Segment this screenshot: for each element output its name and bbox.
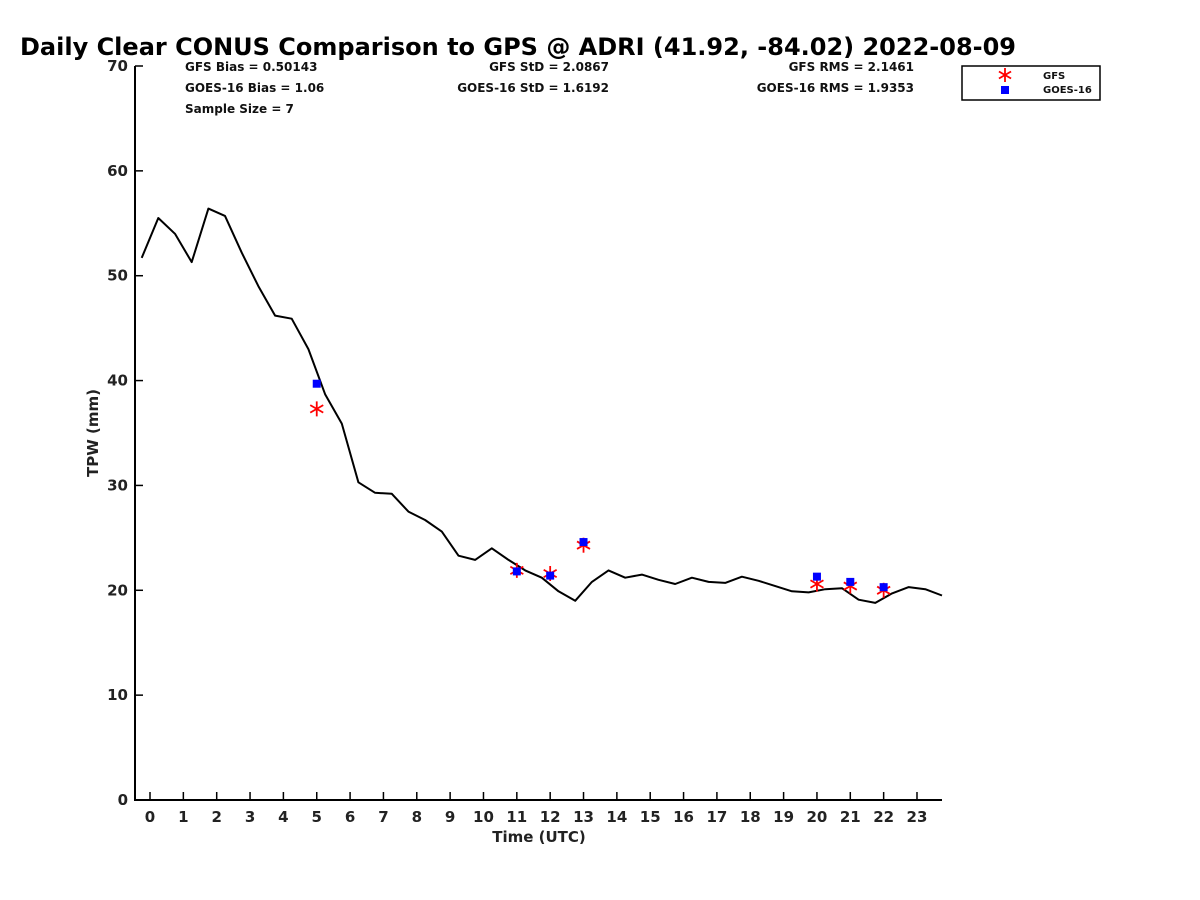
y-tick-label: 70 xyxy=(107,57,128,75)
x-tick-label: 6 xyxy=(345,808,355,826)
x-tick-label: 10 xyxy=(473,808,494,826)
y-tick-label: 60 xyxy=(107,162,128,180)
gfs-point-stroke xyxy=(309,404,324,414)
x-tick-label: 21 xyxy=(840,808,861,826)
goes-16-point xyxy=(812,572,821,581)
x-tick-label: 8 xyxy=(412,808,422,826)
y-tick-label: 40 xyxy=(107,372,128,390)
sample-size-text: Sample Size = 7 xyxy=(185,102,294,116)
x-tick-label: 12 xyxy=(540,808,561,826)
legend-gfs-label: GFS xyxy=(1043,71,1065,82)
x-tick-label: 22 xyxy=(873,808,894,826)
gfs-point xyxy=(309,401,324,417)
x-tick-label: 4 xyxy=(278,808,288,826)
y-tick-label: 20 xyxy=(107,581,128,599)
legend-gfs-asterisk xyxy=(998,68,1012,82)
x-tick-label: 11 xyxy=(506,808,527,826)
gps-line-series xyxy=(140,207,943,604)
legend-goes-marker xyxy=(1001,86,1009,94)
y-tick-label: 0 xyxy=(118,791,128,809)
x-tick-label: 13 xyxy=(573,808,594,826)
x-tick-label: 15 xyxy=(640,808,661,826)
legend-box xyxy=(961,65,1101,101)
x-tick-label: 14 xyxy=(606,808,627,826)
x-tick-label: 20 xyxy=(807,808,828,826)
x-axis-label: Time (UTC) xyxy=(492,828,586,846)
legend-gfs-asterisk-stroke xyxy=(998,70,1012,80)
gfs-point-stroke xyxy=(843,581,858,591)
goes-16-point xyxy=(512,567,521,576)
axes xyxy=(134,66,942,801)
chart-title: Daily Clear CONUS Comparison to GPS @ AD… xyxy=(20,33,1016,61)
x-tick-label: 17 xyxy=(706,808,727,826)
x-tick-label: 7 xyxy=(378,808,388,826)
x-tick-label: 0 xyxy=(145,808,155,826)
goes-16-point xyxy=(579,538,588,547)
x-tick-label: 23 xyxy=(907,808,928,826)
legend: GFS GOES-16 xyxy=(961,65,1101,101)
x-tick-label: 5 xyxy=(312,808,322,826)
x-tick-label: 16 xyxy=(673,808,694,826)
gfs-bias-text: GFS Bias = 0.50143 xyxy=(185,60,317,74)
gfs-rms-text: GFS RMS = 2.1461 xyxy=(789,60,914,74)
y-ticks: 0 10 20 30 40 50 60 70 xyxy=(107,57,143,809)
x-ticks: 0 1 2 3 4 5 6 7 8 9 10 11 12 13 14 15 16 17 18 19 20 21 22 23 xyxy=(145,792,928,826)
x-tick-label: 18 xyxy=(740,808,761,826)
plot-area xyxy=(140,207,943,604)
y-tick-label: 30 xyxy=(107,476,128,494)
legend-goes-label: GOES-16 xyxy=(1043,85,1092,96)
x-tick-label: 2 xyxy=(211,808,221,826)
gfs-std-text: GFS StD = 2.0867 xyxy=(489,60,609,74)
goes-bias-text: GOES-16 Bias = 1.06 xyxy=(185,81,324,95)
y-tick-label: 50 xyxy=(107,267,128,285)
gfs-point-stroke xyxy=(810,579,824,589)
goes-16-point xyxy=(879,583,888,592)
goes-16-point xyxy=(546,571,555,580)
goes-16-point xyxy=(312,379,321,388)
x-tick-label: 3 xyxy=(245,808,255,826)
goes-std-text: GOES-16 StD = 1.6192 xyxy=(457,81,609,95)
legend-gfs-marker xyxy=(998,68,1012,82)
goes-16-point xyxy=(846,577,855,586)
x-tick-label: 1 xyxy=(178,808,188,826)
x-tick-label: 19 xyxy=(773,808,794,826)
y-tick-label: 10 xyxy=(107,686,128,704)
goes-rms-text: GOES-16 RMS = 1.9353 xyxy=(757,81,914,95)
x-tick-label: 9 xyxy=(445,808,455,826)
y-axis-label: TPW (mm) xyxy=(84,389,102,477)
stats-block: GFS Bias = 0.50143 GOES-16 Bias = 1.06 S… xyxy=(185,60,914,116)
